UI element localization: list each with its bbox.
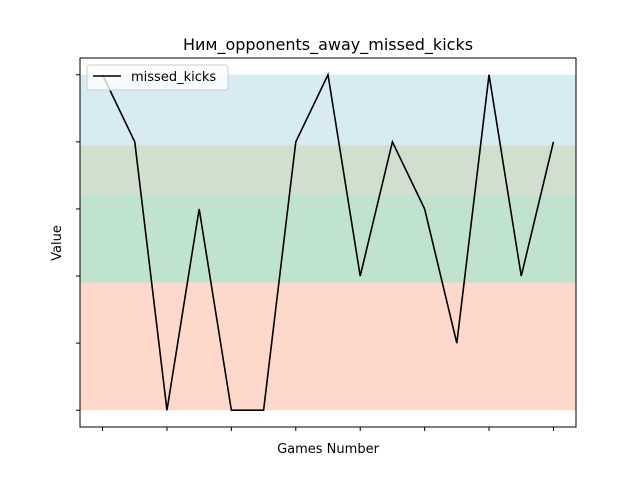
plot-area-frame <box>79 57 577 428</box>
band-3 <box>80 282 576 411</box>
series-group <box>101 72 555 412</box>
chart-title: Ним_opponents_away_missed_kicks <box>183 35 473 55</box>
x-axis-ticks <box>102 427 554 431</box>
band-1 <box>80 145 576 196</box>
background-bands <box>80 74 576 411</box>
y-axis-label: Value <box>50 225 65 261</box>
legend: missed_kicks <box>86 64 229 91</box>
x-axis-label: Games Number <box>277 442 379 457</box>
series-line-missed_kicks <box>101 72 555 412</box>
legend-box <box>86 64 229 91</box>
legend-label: missed_kicks <box>131 70 216 85</box>
y-axis-ticks <box>76 74 80 411</box>
band-2 <box>80 195 576 283</box>
